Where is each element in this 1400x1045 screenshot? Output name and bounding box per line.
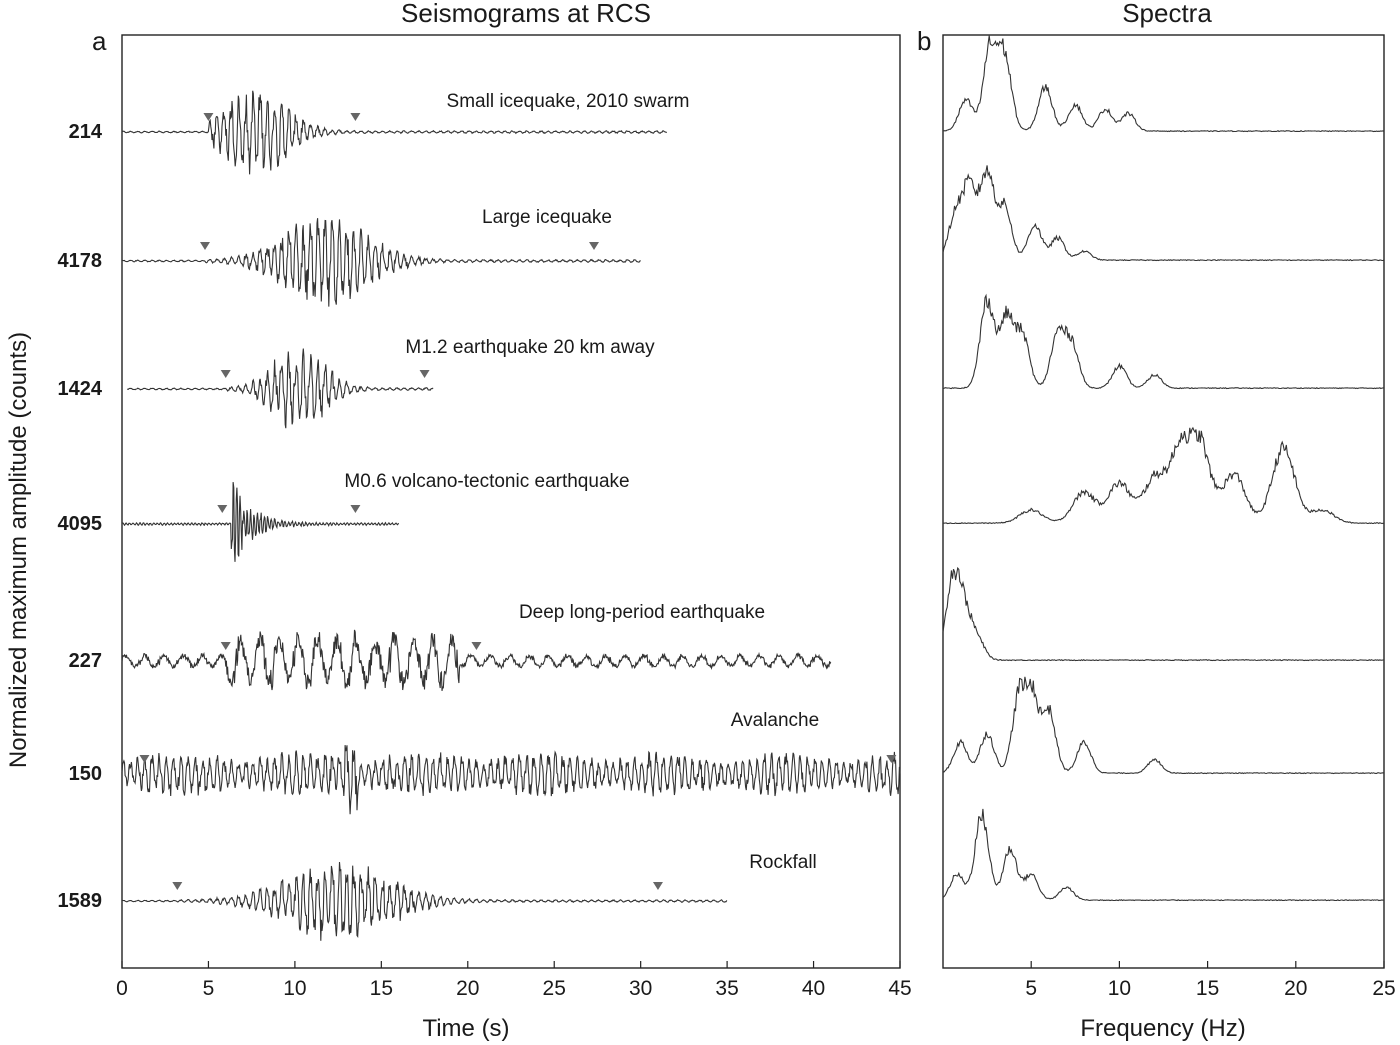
x-tick-label-a-6: 30 xyxy=(629,977,652,1000)
panel-b-letter: b xyxy=(917,26,931,56)
seismogram-traces xyxy=(121,90,901,941)
amplitude-label-4: 227 xyxy=(69,650,102,672)
spectra-traces xyxy=(942,35,1385,902)
pick-marker-6-1 xyxy=(652,882,663,890)
panel-a-letter: a xyxy=(92,26,107,56)
x-tick-label-a-2: 10 xyxy=(283,977,306,1000)
x-tick-label-a-1: 5 xyxy=(203,977,215,1000)
y-axis-label: Normalized maximum amplitude (counts) xyxy=(5,332,32,768)
x-tick-label-a-4: 20 xyxy=(456,977,479,1000)
x-tick-label-b-2: 15 xyxy=(1196,977,1219,1000)
seismogram-trace-4 xyxy=(121,629,832,691)
pick-marker-0-0 xyxy=(203,113,214,121)
panel-a-x-label: Time (s) xyxy=(422,1015,509,1042)
spectrum-trace-2 xyxy=(942,293,1385,390)
panel-b-x-label: Frequency (Hz) xyxy=(1080,1015,1245,1042)
x-tick-label-b-0: 5 xyxy=(1025,977,1037,1000)
spectrum-trace-0 xyxy=(942,35,1385,133)
panel-a-frame xyxy=(121,34,901,969)
x-tick-label-a-7: 35 xyxy=(715,977,738,1000)
event-label-3: M0.6 volcano-tectonic earthquake xyxy=(344,471,629,492)
amplitude-label-5: 150 xyxy=(69,763,102,785)
pick-marker-5-1 xyxy=(886,755,897,763)
seismogram-trace-2 xyxy=(127,348,434,429)
seismogram-trace-0 xyxy=(121,90,668,175)
event-label-5: Avalanche xyxy=(731,710,819,731)
pick-marker-2-1 xyxy=(419,370,430,378)
panel-b-title: Spectra xyxy=(1122,0,1212,28)
seismogram-trace-1 xyxy=(122,218,641,307)
event-label-6: Rockfall xyxy=(749,852,817,873)
x-tick-label-b-4: 25 xyxy=(1372,977,1395,1000)
amplitude-label-2: 1424 xyxy=(58,378,103,400)
panel-a-x-ticks: 0 5 10 15 20 25 30 35 40 45 xyxy=(116,961,912,1000)
x-tick-label-b-3: 20 xyxy=(1284,977,1307,1000)
pick-marker-3-1 xyxy=(350,505,361,513)
panel-b-x-ticks: 5 10 15 20 25 xyxy=(1025,961,1396,1000)
x-tick-label-a-0: 0 xyxy=(116,977,128,1000)
spectrum-trace-6 xyxy=(942,808,1385,902)
seismogram-trace-3 xyxy=(121,482,400,562)
panel-a-title: Seismograms at RCS xyxy=(401,0,651,28)
amplitude-label-6: 1589 xyxy=(58,890,103,912)
event-label-1: Large icequake xyxy=(482,207,612,228)
pick-marker-1-0 xyxy=(199,242,210,250)
seismogram-trace-6 xyxy=(121,861,728,941)
amplitude-label-3: 4095 xyxy=(58,513,103,535)
amplitude-label-0: 214 xyxy=(69,121,103,143)
pick-marker-6-0 xyxy=(172,882,183,890)
spectrum-trace-1 xyxy=(942,165,1385,262)
pick-marker-4-0 xyxy=(220,642,231,650)
amplitude-label-1: 4178 xyxy=(58,250,103,272)
pick-marker-5-0 xyxy=(139,755,150,763)
spectrum-trace-5 xyxy=(942,676,1385,775)
event-label-2: M1.2 earthquake 20 km away xyxy=(405,337,655,358)
pick-marker-0-1 xyxy=(350,113,361,121)
x-tick-label-a-9: 45 xyxy=(888,977,911,1000)
x-tick-label-a-8: 40 xyxy=(802,977,825,1000)
event-label-4: Deep long-period earthquake xyxy=(519,602,765,623)
spectrum-trace-4 xyxy=(942,566,1385,662)
pick-marker-1-1 xyxy=(588,242,599,250)
pick-marker-2-0 xyxy=(220,370,231,378)
pick-marker-4-1 xyxy=(471,642,482,650)
panel-b-frame xyxy=(942,34,1385,969)
trace-labels: 214 Small icequake, 2010 swarm 4178 Large i… xyxy=(58,91,820,912)
x-tick-label-a-3: 15 xyxy=(370,977,393,1000)
x-tick-label-a-5: 25 xyxy=(543,977,566,1000)
spectrum-trace-3 xyxy=(942,426,1384,525)
pick-marker-3-0 xyxy=(217,505,228,513)
x-tick-label-b-1: 10 xyxy=(1108,977,1131,1000)
seismogram-trace-5 xyxy=(121,745,901,815)
event-label-0: Small icequake, 2010 swarm xyxy=(447,91,690,112)
